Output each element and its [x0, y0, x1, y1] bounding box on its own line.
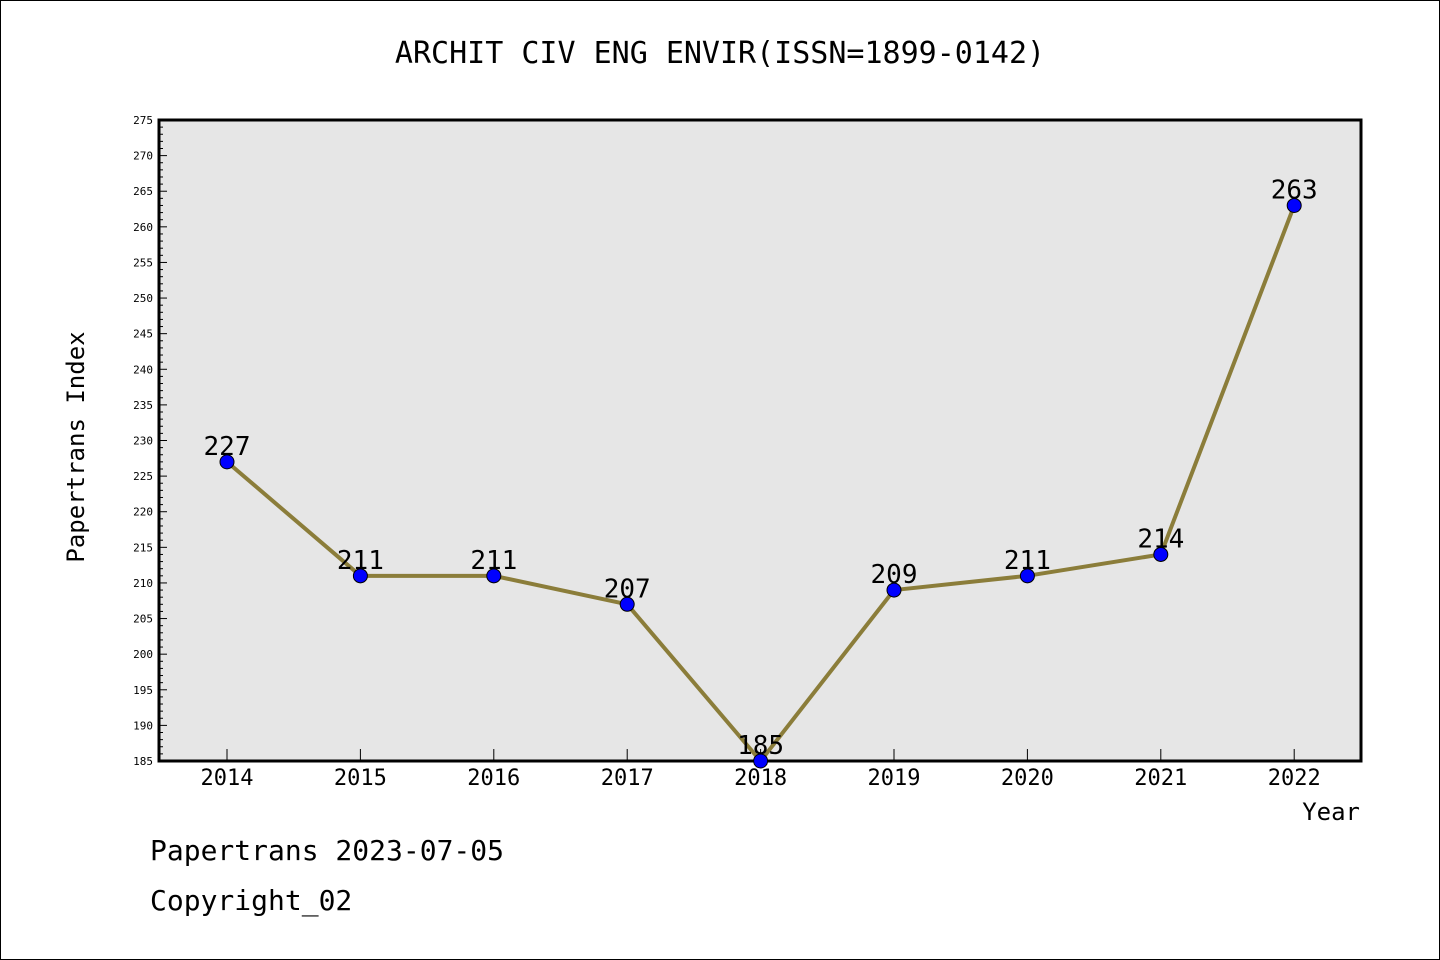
plot-area [157, 118, 1363, 763]
y-tick-label: 260 [133, 221, 153, 234]
data-point [219, 454, 235, 470]
y-tick-label: 240 [133, 363, 153, 376]
x-tick-label: 2021 [1134, 766, 1187, 791]
data-point [886, 582, 902, 598]
series-group: 227 211 211 207 185 209 211 214 263 [204, 175, 1318, 769]
y-tick-label: 210 [133, 577, 153, 590]
y-tick-label: 185 [133, 755, 153, 768]
y-tick-label: 190 [133, 719, 153, 732]
data-label: 227 [204, 432, 251, 462]
y-axis-ticks: 185 190 195 200 205 210 215 220 225 230 235 240 245 2… [133, 114, 167, 768]
y-tick-label: 235 [133, 399, 153, 412]
x-tick-label: 2017 [601, 766, 654, 791]
x-tick-label: 2016 [467, 766, 520, 791]
x-tick-label: 2015 [334, 766, 387, 791]
x-tick-label: 2022 [1268, 766, 1321, 791]
x-axis-label: Year [1302, 798, 1360, 826]
footer-copyright: Copyright_02 [150, 884, 353, 917]
y-axis-label: Papertrans Index [62, 331, 90, 562]
data-label: 214 [1137, 524, 1184, 554]
x-tick-label: 2018 [734, 766, 787, 791]
y-tick-label: 195 [133, 684, 153, 697]
data-point [1286, 197, 1302, 213]
y-tick-label: 265 [133, 185, 153, 198]
y-tick-label: 270 [133, 150, 153, 163]
data-label: 207 [604, 574, 651, 604]
data-label: 211 [470, 546, 517, 576]
data-point [1153, 546, 1169, 562]
y-tick-label: 205 [133, 613, 153, 626]
y-tick-label: 245 [133, 328, 153, 341]
data-point [1019, 568, 1035, 584]
x-tick-label: 2019 [868, 766, 921, 791]
y-tick-label: 200 [133, 648, 153, 661]
y-tick-label: 215 [133, 541, 153, 554]
data-label: 209 [871, 560, 918, 590]
data-label: 185 [737, 731, 784, 761]
data-label: 211 [1004, 546, 1051, 576]
x-tick-label: 2014 [201, 766, 254, 791]
y-tick-label: 255 [133, 256, 153, 269]
y-tick-label: 220 [133, 506, 153, 519]
y-tick-label: 275 [133, 114, 153, 127]
x-tick-label: 2020 [1001, 766, 1054, 791]
data-point [619, 596, 635, 612]
y-tick-label: 230 [133, 435, 153, 448]
y-tick-label: 250 [133, 292, 153, 305]
x-axis-ticks: 2014 2015 2016 2017 2018 2019 2020 2021 2022 [201, 749, 1321, 791]
data-point [352, 568, 368, 584]
footer-date: Papertrans 2023-07-05 [150, 834, 505, 867]
data-label: 263 [1271, 175, 1318, 205]
y-tick-label: 225 [133, 470, 153, 483]
data-point [486, 568, 502, 584]
data-label: 211 [337, 546, 384, 576]
chart-title: ARCHIT CIV ENG ENVIR(ISSN=1899-0142) [394, 36, 1046, 71]
data-point [753, 753, 769, 769]
